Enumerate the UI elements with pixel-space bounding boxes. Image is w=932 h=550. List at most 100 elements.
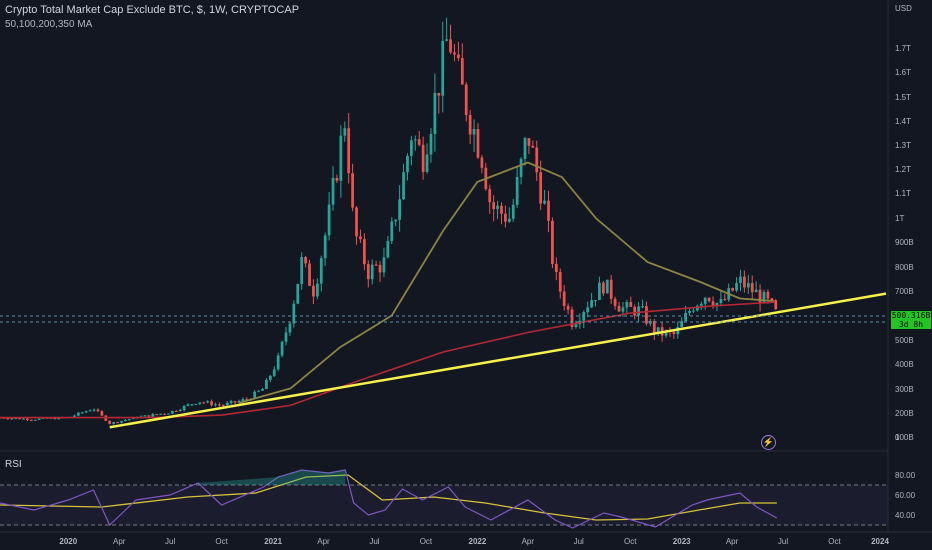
candle-body[interactable]	[124, 420, 127, 422]
candle-body[interactable]	[237, 400, 241, 403]
candle-body[interactable]	[96, 409, 100, 412]
candle-body[interactable]	[641, 306, 644, 308]
candle-body[interactable]	[519, 158, 523, 177]
candle-body[interactable]	[453, 52, 456, 55]
candle-body[interactable]	[308, 263, 311, 286]
candle-body[interactable]	[680, 321, 684, 328]
candle-body[interactable]	[398, 199, 401, 220]
candle-body[interactable]	[394, 219, 398, 222]
candle-body[interactable]	[53, 417, 57, 420]
candle-body[interactable]	[143, 415, 147, 417]
candle-body[interactable]	[194, 403, 198, 405]
candle-body[interactable]	[335, 177, 339, 181]
rsi-indicator-label[interactable]: RSI	[5, 459, 22, 470]
candle-body[interactable]	[527, 138, 531, 146]
candle-body[interactable]	[711, 301, 715, 307]
candle-body[interactable]	[750, 283, 754, 293]
candle-body[interactable]	[551, 220, 554, 264]
candle-body[interactable]	[229, 401, 233, 403]
candle-body[interactable]	[574, 324, 578, 327]
candle-body[interactable]	[421, 144, 425, 172]
candle-body[interactable]	[261, 388, 264, 391]
candle-body[interactable]	[171, 410, 174, 414]
candle-body[interactable]	[562, 291, 566, 306]
candle-body[interactable]	[378, 265, 382, 273]
candle-body[interactable]	[198, 402, 202, 404]
candle-body[interactable]	[202, 402, 206, 404]
candle-body[interactable]	[656, 327, 660, 335]
candle-body[interactable]	[558, 271, 562, 292]
candle-body[interactable]	[331, 177, 335, 205]
candle-body[interactable]	[18, 417, 21, 420]
candle-body[interactable]	[347, 128, 351, 174]
candle-body[interactable]	[511, 204, 515, 219]
candle-body[interactable]	[543, 200, 546, 204]
candle-body[interactable]	[100, 411, 104, 416]
candle-body[interactable]	[609, 279, 613, 299]
candle-body[interactable]	[245, 399, 249, 401]
candle-body[interactable]	[731, 288, 735, 291]
candle-body[interactable]	[460, 58, 464, 85]
candle-body[interactable]	[159, 413, 163, 415]
candle-body[interactable]	[76, 412, 80, 416]
candle-body[interactable]	[746, 283, 750, 288]
candle-body[interactable]	[288, 323, 292, 333]
candle-body[interactable]	[413, 139, 417, 141]
candle-body[interactable]	[758, 289, 762, 304]
candle-body[interactable]	[233, 401, 237, 403]
candle-body[interactable]	[319, 258, 323, 284]
candle-body[interactable]	[703, 297, 707, 304]
candle-body[interactable]	[633, 306, 637, 316]
candle-body[interactable]	[92, 409, 96, 411]
candle-body[interactable]	[147, 415, 151, 417]
candle-body[interactable]	[507, 218, 511, 222]
candle-body[interactable]	[625, 302, 629, 308]
time-axis[interactable]: 2020 Apr Jul Oct 2021 Apr Jul Oct 2022 Apr Jul Oct 2…	[59, 537, 889, 546]
candle-body[interactable]	[6, 418, 10, 420]
candle-body[interactable]	[339, 135, 343, 181]
candle-body[interactable]	[539, 172, 543, 204]
candle-body[interactable]	[617, 305, 621, 312]
candle-body[interactable]	[613, 298, 617, 306]
candle-body[interactable]	[167, 413, 170, 415]
candle-body[interactable]	[417, 139, 421, 145]
candle-body[interactable]	[284, 332, 288, 342]
candle-body[interactable]	[598, 282, 601, 301]
candle-body[interactable]	[754, 289, 758, 293]
candle-body[interactable]	[605, 279, 609, 294]
candle-body[interactable]	[629, 302, 633, 307]
candle-body[interactable]	[22, 418, 25, 420]
candle-body[interactable]	[206, 401, 210, 403]
candle-body[interactable]	[323, 235, 327, 259]
candle-body[interactable]	[433, 92, 437, 134]
candle-body[interactable]	[535, 147, 539, 173]
lightning-icon[interactable]: ⚡	[761, 435, 776, 450]
candle-body[interactable]	[221, 405, 225, 407]
candle-body[interactable]	[84, 411, 88, 413]
candle-body[interactable]	[362, 239, 366, 265]
candle-body[interactable]	[370, 264, 374, 280]
candle-body[interactable]	[406, 155, 409, 173]
candle-body[interactable]	[468, 114, 472, 135]
candle-body[interactable]	[672, 331, 676, 335]
rsi-axis[interactable]: 80.00 60.00 40.00	[895, 471, 916, 520]
candle-body[interactable]	[304, 257, 307, 264]
candle-body[interactable]	[402, 172, 405, 200]
candle-body[interactable]	[480, 157, 484, 168]
candle-body[interactable]	[570, 309, 574, 327]
candle-body[interactable]	[276, 355, 280, 370]
candle-body[interactable]	[429, 133, 433, 155]
candle-body[interactable]	[774, 300, 778, 310]
candle-body[interactable]	[186, 404, 190, 406]
candle-body[interactable]	[707, 297, 711, 302]
candle-body[interactable]	[29, 419, 33, 421]
candle-body[interactable]	[108, 420, 112, 424]
candle-body[interactable]	[590, 300, 593, 308]
candle-body[interactable]	[739, 276, 742, 284]
candle-body[interactable]	[218, 404, 221, 406]
candle-body[interactable]	[382, 257, 386, 273]
candle-body[interactable]	[766, 291, 770, 299]
candle-body[interactable]	[182, 405, 186, 410]
candle-body[interactable]	[116, 422, 119, 424]
candle-body[interactable]	[762, 291, 766, 304]
